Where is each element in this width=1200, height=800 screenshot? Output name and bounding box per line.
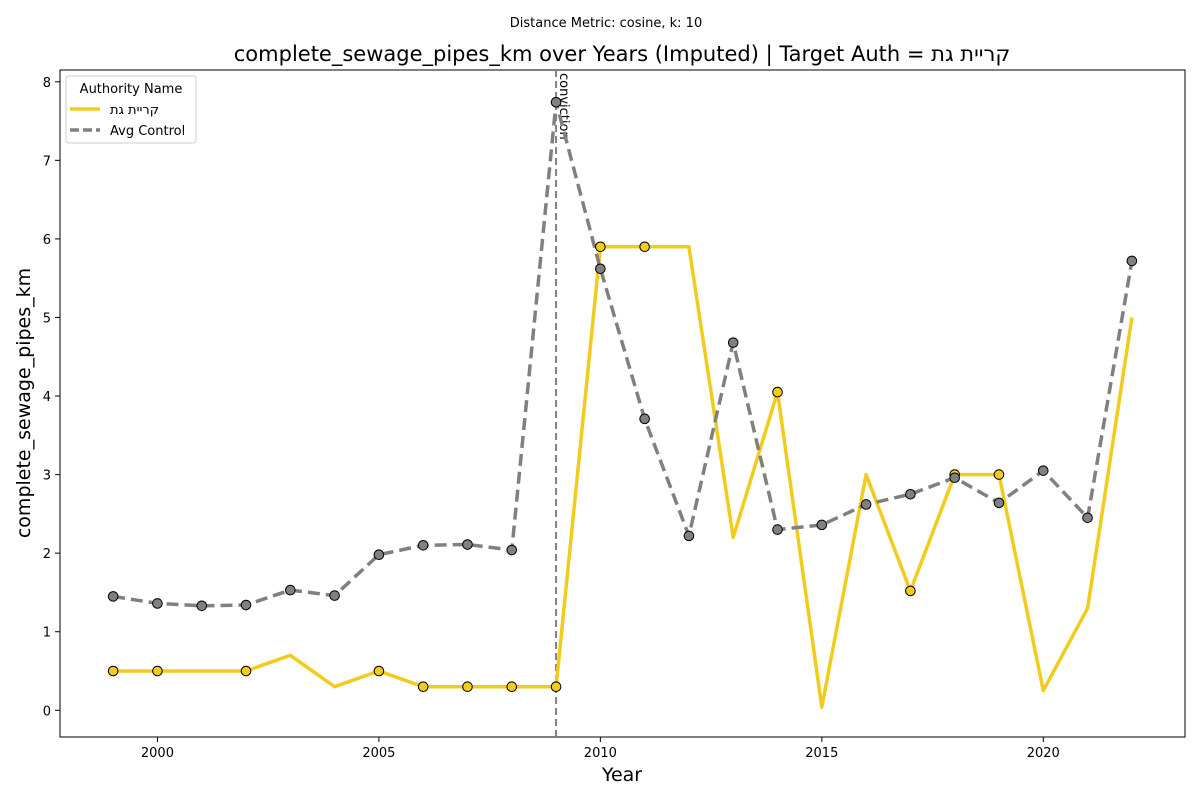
y-tick-label: 4 bbox=[43, 390, 51, 405]
series-layer bbox=[107, 96, 1138, 709]
x-tick-label: 2020 bbox=[1027, 746, 1060, 761]
y-tick-label: 7 bbox=[43, 154, 51, 169]
data-point-target bbox=[506, 681, 518, 693]
y-tick-label: 1 bbox=[43, 626, 51, 641]
data-point-control bbox=[993, 497, 1005, 509]
data-point-target bbox=[905, 585, 916, 597]
x-tick-label: 2010 bbox=[584, 746, 617, 761]
x-tick-label: 2015 bbox=[805, 746, 838, 761]
y-tick-label: 2 bbox=[43, 547, 51, 562]
data-point-control bbox=[860, 499, 872, 510]
data-point-control bbox=[329, 590, 340, 601]
data-point-target bbox=[373, 665, 385, 677]
chart-title: complete_sewage_pipes_km over Years (Imp… bbox=[234, 42, 1010, 67]
data-point-control bbox=[107, 591, 119, 602]
data-point-control bbox=[417, 540, 429, 551]
legend-box bbox=[65, 75, 197, 144]
y-tick-label: 0 bbox=[43, 704, 51, 719]
data-point-control bbox=[1082, 512, 1093, 524]
data-point-target bbox=[772, 386, 783, 398]
data-point-target bbox=[550, 681, 562, 693]
data-point-target bbox=[152, 665, 163, 677]
series-line-control bbox=[112, 100, 1134, 608]
data-point-control bbox=[550, 96, 562, 108]
y-tick-label: 3 bbox=[43, 469, 51, 484]
x-tick-label: 2000 bbox=[141, 746, 174, 761]
data-point-target bbox=[107, 665, 119, 677]
data-point-control bbox=[905, 488, 916, 500]
x-axis-label: Year bbox=[601, 764, 642, 786]
annotation-layer: conviction bbox=[555, 70, 571, 737]
x-tick-label: 2005 bbox=[362, 746, 395, 761]
data-point-control bbox=[196, 600, 208, 612]
data-point-target bbox=[240, 665, 252, 677]
legend-label-target: קריית גת bbox=[110, 103, 159, 118]
data-point-control bbox=[240, 599, 252, 611]
data-point-control bbox=[373, 549, 385, 561]
y-tick-label: 6 bbox=[43, 233, 51, 248]
data-point-control bbox=[639, 413, 650, 425]
data-point-control bbox=[683, 530, 695, 542]
data-point-control bbox=[462, 539, 473, 550]
data-point-target bbox=[595, 241, 606, 253]
y-tick-label: 8 bbox=[43, 76, 51, 91]
data-point-control bbox=[949, 472, 960, 484]
data-point-control bbox=[816, 519, 828, 531]
data-point-target bbox=[639, 241, 650, 253]
data-point-target bbox=[417, 681, 429, 693]
data-point-control bbox=[506, 544, 518, 556]
plot-area-frame bbox=[59, 69, 1186, 738]
y-axis-ticks: 0 1 2 3 4 5 6 7 8 bbox=[43, 76, 60, 719]
series-line-target bbox=[113, 245, 1134, 709]
data-point-target bbox=[993, 469, 1005, 480]
y-tick-label: 5 bbox=[43, 311, 51, 326]
legend: Authority Name קריית גת Avg Control bbox=[65, 75, 197, 144]
data-point-control bbox=[772, 524, 783, 535]
y-axis-label: complete_sewage_pipes_km bbox=[13, 268, 35, 538]
legend-title: Authority Name bbox=[80, 82, 183, 97]
data-point-control bbox=[152, 598, 163, 609]
data-point-control bbox=[285, 584, 296, 596]
data-point-control bbox=[595, 263, 606, 275]
x-axis-ticks: 2000 2005 2010 2015 2020 bbox=[141, 737, 1060, 761]
conviction-label: conviction bbox=[556, 73, 571, 140]
data-point-target bbox=[462, 681, 473, 693]
legend-label-control: Avg Control bbox=[110, 124, 185, 139]
data-point-control bbox=[1037, 465, 1049, 476]
data-point-control bbox=[1126, 255, 1138, 267]
chart-suptitle: Distance Metric: cosine, k: 10 bbox=[510, 16, 702, 31]
data-point-control bbox=[727, 337, 739, 348]
